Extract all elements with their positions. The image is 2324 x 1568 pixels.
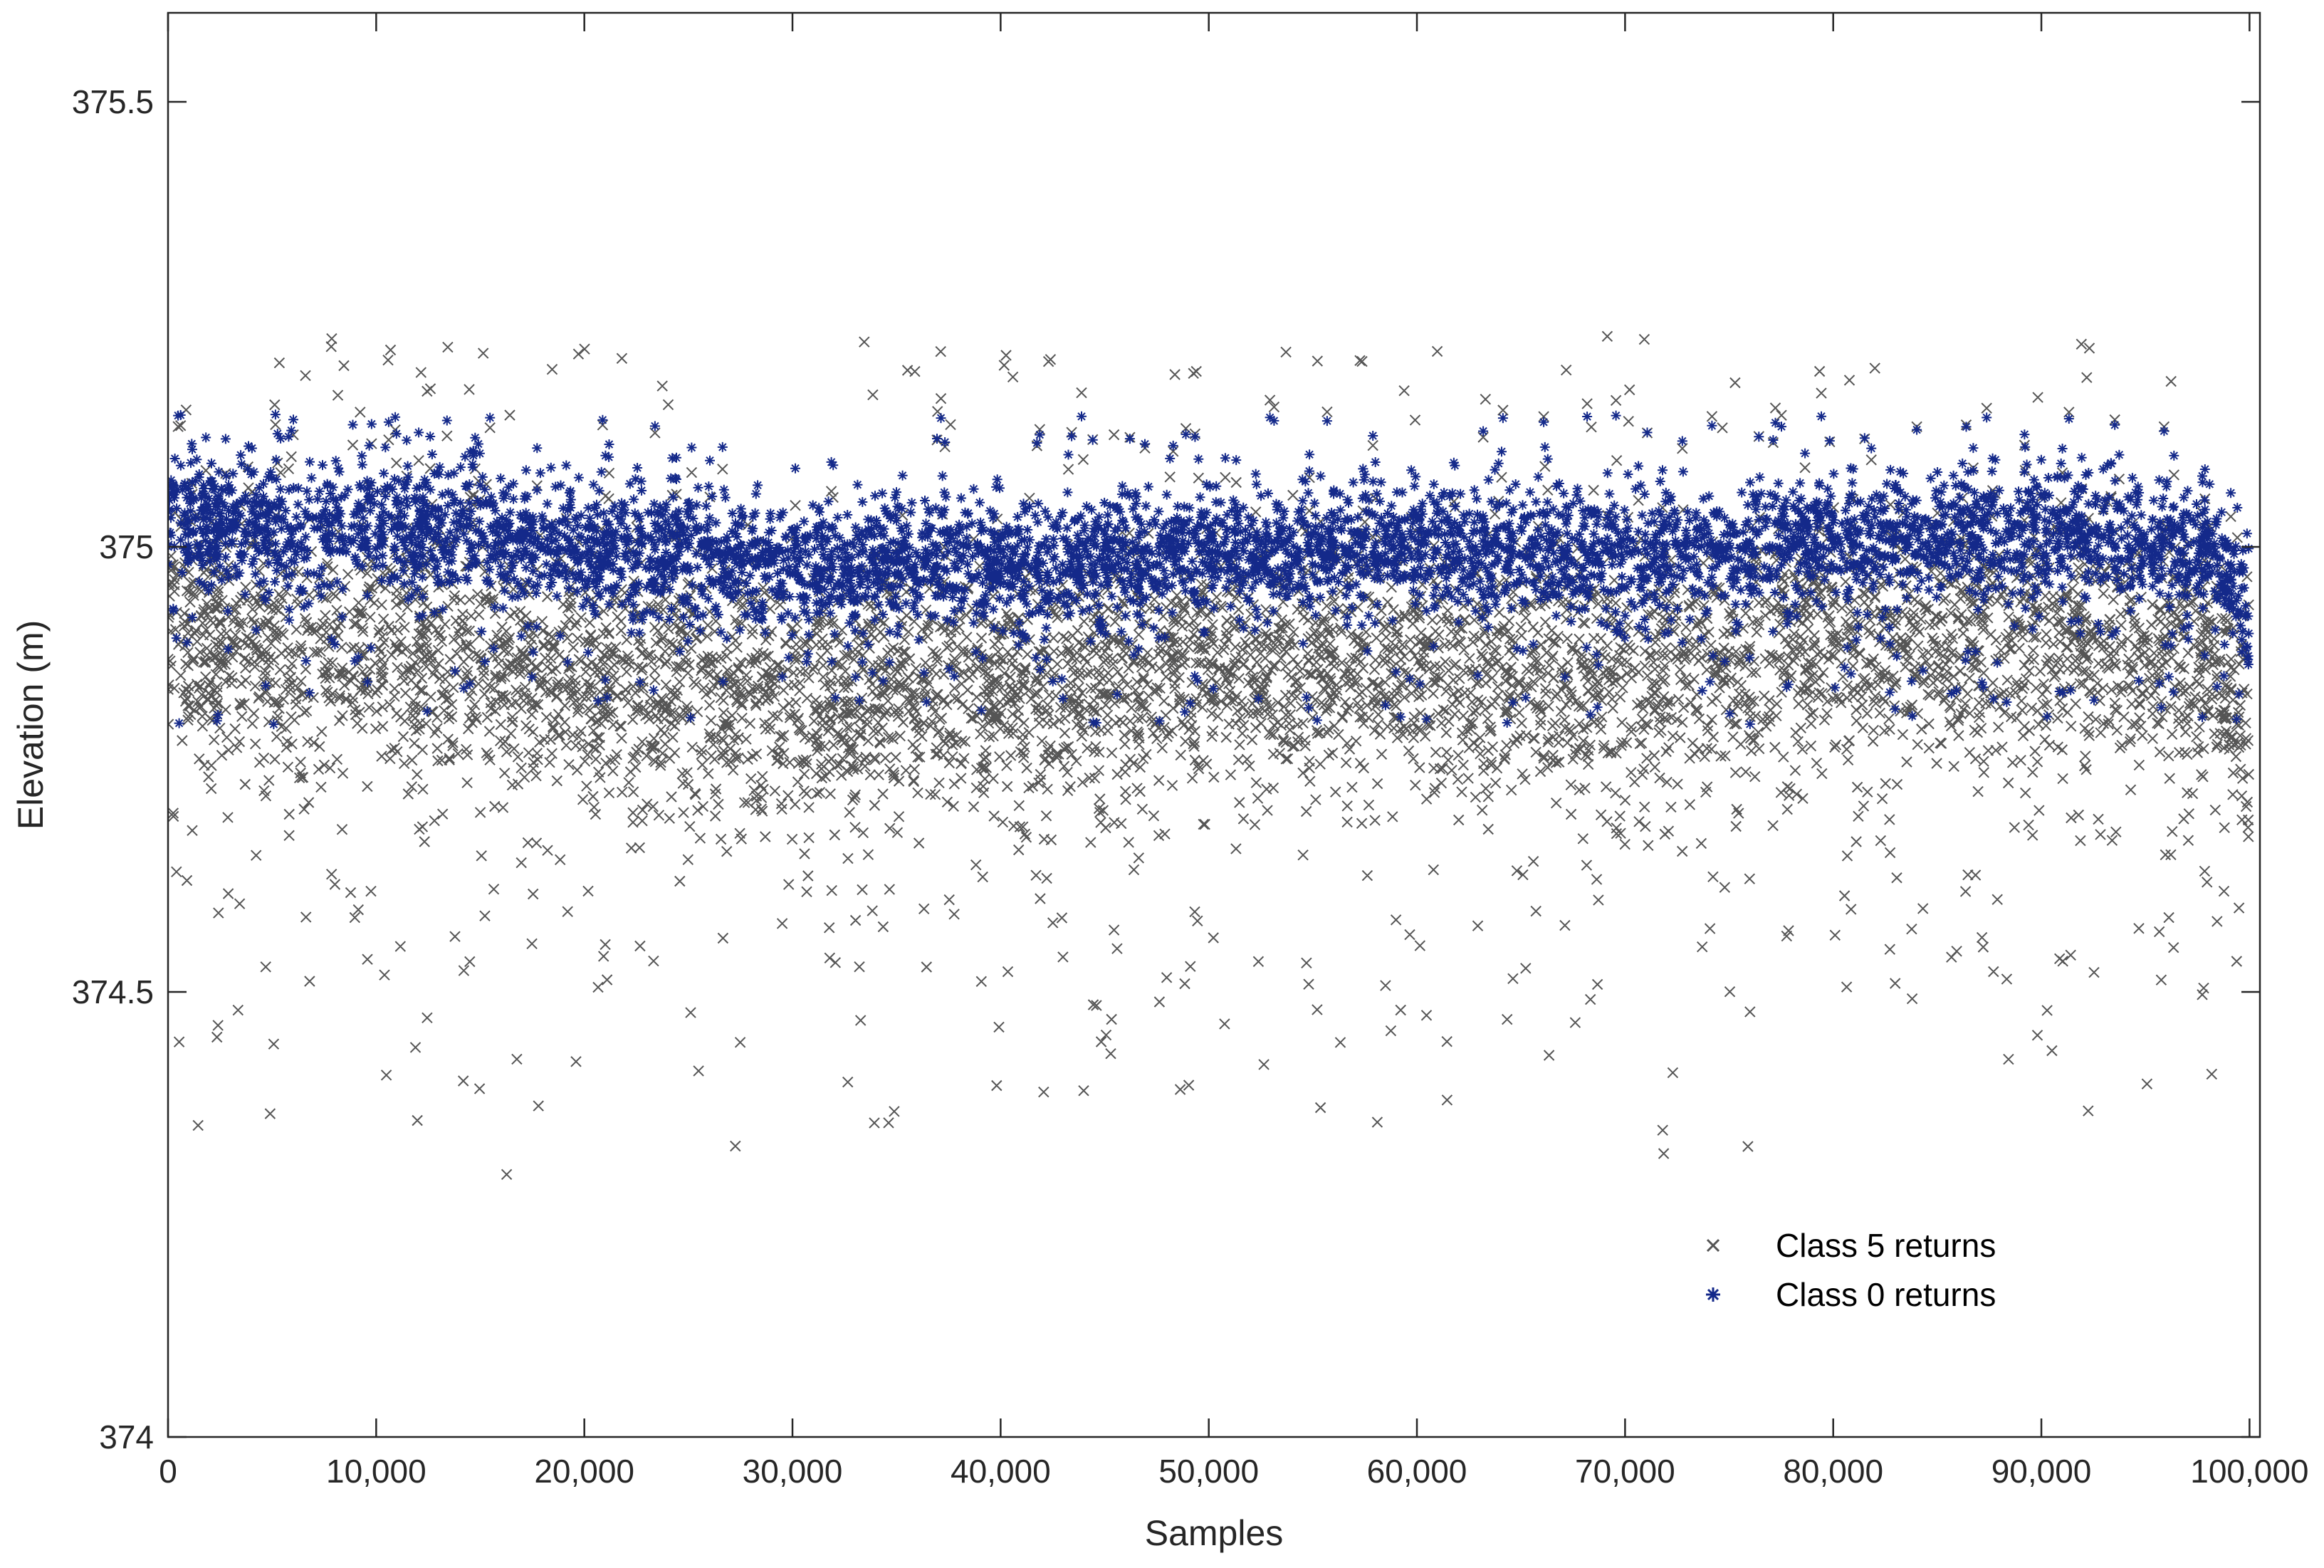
x-tick-label: 10,000 — [326, 1453, 426, 1490]
x-tick-label: 50,000 — [1158, 1453, 1259, 1490]
y-axis-label: Elevation (m) — [11, 620, 51, 830]
x-tick-label: 60,000 — [1367, 1453, 1467, 1490]
x-tick-label: 40,000 — [951, 1453, 1051, 1490]
x-tick-label: 70,000 — [1575, 1453, 1675, 1490]
x-tick-label: 0 — [159, 1453, 177, 1490]
x-axis-label: Samples — [1145, 1513, 1284, 1553]
x-tick-label: 90,000 — [1991, 1453, 2092, 1490]
x-tick-label: 30,000 — [743, 1453, 843, 1490]
legend-label-class-0: Class 0 returns — [1776, 1276, 1996, 1313]
y-tick-label: 375 — [99, 528, 154, 565]
x-tick-label: 80,000 — [1783, 1453, 1883, 1490]
legend-label-class-5: Class 5 returns — [1776, 1227, 1996, 1264]
x-tick-label: 100,000 — [2190, 1453, 2308, 1490]
legend-marker-class-0 — [1706, 1287, 1720, 1302]
y-tick-label: 374 — [99, 1418, 154, 1455]
x-tick-label: 20,000 — [534, 1453, 634, 1490]
y-tick-label: 374.5 — [72, 973, 154, 1010]
y-tick-label: 375.5 — [72, 83, 154, 120]
